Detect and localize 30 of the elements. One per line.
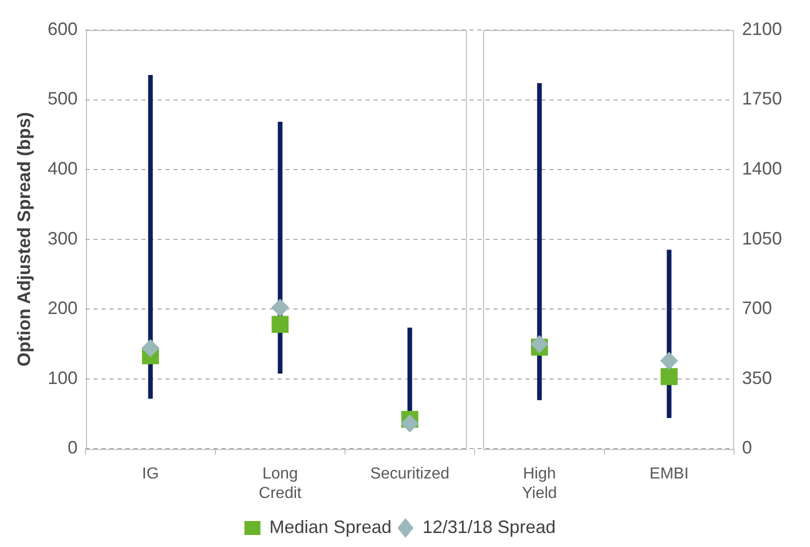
- legend-label: 12/31/18 Spread: [422, 516, 556, 537]
- x-tick-label: IG: [142, 466, 159, 483]
- y-tick-label: 100: [48, 368, 78, 388]
- point: [660, 368, 678, 386]
- x-tick-label: EMBI: [650, 466, 689, 483]
- y-tick-label: 500: [48, 88, 78, 109]
- point: [530, 335, 548, 354]
- y2-tick-label: 350: [742, 368, 772, 388]
- y-tick-label: 400: [48, 158, 78, 178]
- y-axis-title: Option Adjusted Spread (bps): [14, 112, 34, 366]
- y2-tick-label: 1750: [742, 88, 782, 109]
- y2-tick-label: 1400: [742, 158, 782, 178]
- point: [271, 298, 290, 317]
- y-tick-label: 300: [48, 228, 78, 248]
- y2-tick-label: 0: [742, 438, 752, 458]
- point: [400, 414, 419, 432]
- legend-label: Median Spread: [269, 516, 392, 537]
- y2-tick-label: 1050: [742, 228, 782, 248]
- x-tick-label: High Yield: [522, 466, 557, 502]
- point: [660, 352, 678, 370]
- y2-tick-label: 700: [742, 298, 772, 318]
- y-tick-label: 600: [48, 18, 78, 39]
- y2-tick-label: 2100: [742, 18, 782, 39]
- y-tick-label: 0: [68, 438, 78, 458]
- point: [272, 316, 289, 333]
- point: [141, 339, 160, 358]
- y-tick-label: 200: [48, 298, 78, 318]
- x-tick-label: Long Credit: [258, 466, 302, 502]
- x-tick-label: Securitized: [370, 466, 450, 483]
- bar: [148, 75, 153, 399]
